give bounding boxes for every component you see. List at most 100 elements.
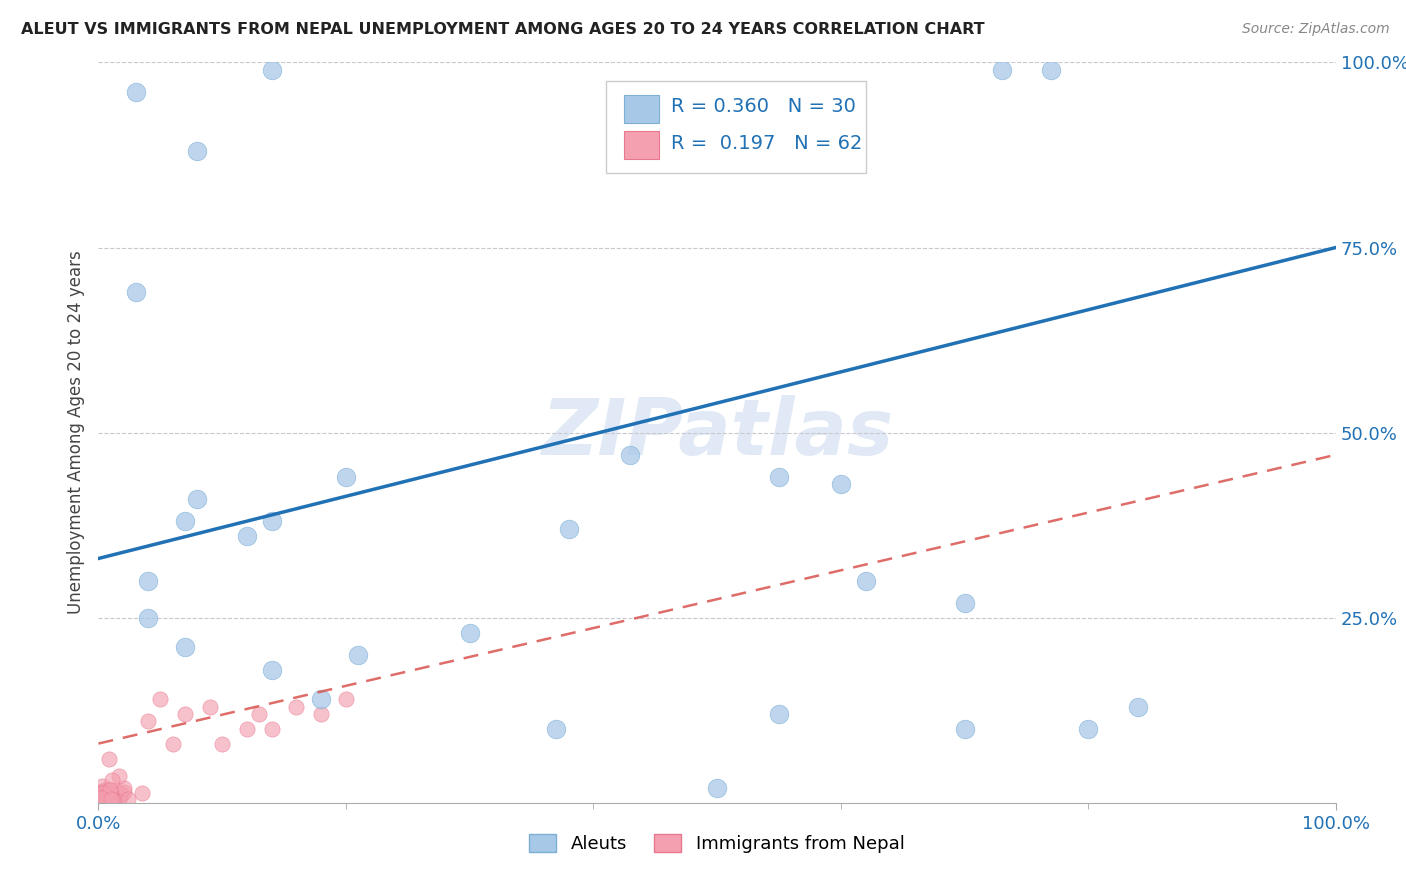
Point	[335, 470, 357, 484]
Point	[260, 515, 283, 529]
Point	[98, 785, 121, 799]
Point	[619, 448, 641, 462]
Point	[93, 792, 115, 806]
Point	[186, 145, 208, 159]
Point	[93, 793, 115, 807]
Point	[285, 699, 308, 714]
Point	[186, 492, 208, 507]
Point	[97, 793, 120, 807]
Point	[335, 692, 357, 706]
Point	[1126, 699, 1149, 714]
Point	[100, 792, 122, 806]
Point	[97, 793, 120, 807]
Point	[98, 786, 121, 800]
Point	[105, 783, 128, 797]
Point	[211, 737, 233, 751]
Point	[107, 789, 129, 803]
Point	[546, 722, 568, 736]
Point	[149, 692, 172, 706]
Point	[855, 574, 877, 588]
Point	[91, 784, 114, 798]
Point	[96, 795, 118, 809]
Point	[91, 795, 114, 809]
Point	[91, 779, 114, 793]
Point	[100, 795, 122, 809]
Point	[93, 793, 115, 807]
Point	[557, 522, 579, 536]
Point	[94, 795, 117, 809]
Point	[91, 790, 114, 805]
Point	[260, 663, 283, 677]
Point	[93, 787, 115, 801]
Point	[101, 793, 124, 807]
Point	[108, 787, 131, 801]
Point	[91, 786, 114, 800]
Text: Source: ZipAtlas.com: Source: ZipAtlas.com	[1241, 22, 1389, 37]
Legend: Aleuts, Immigrants from Nepal: Aleuts, Immigrants from Nepal	[522, 827, 912, 861]
Point	[100, 786, 122, 800]
Point	[174, 640, 197, 655]
FancyBboxPatch shape	[624, 95, 659, 123]
Point	[236, 529, 259, 543]
Point	[131, 786, 153, 800]
Point	[174, 515, 197, 529]
Point	[112, 781, 135, 796]
Point	[110, 787, 132, 801]
Point	[260, 62, 283, 77]
Point	[96, 794, 118, 808]
Text: ZIPatlas: ZIPatlas	[541, 394, 893, 471]
Point	[260, 722, 283, 736]
Point	[174, 706, 197, 721]
Point	[97, 789, 120, 804]
Point	[236, 722, 259, 736]
Point	[124, 285, 146, 299]
Y-axis label: Unemployment Among Ages 20 to 24 years: Unemployment Among Ages 20 to 24 years	[66, 251, 84, 615]
Point	[101, 773, 124, 788]
Point	[97, 794, 120, 808]
Point	[458, 625, 481, 640]
Point	[96, 789, 118, 804]
Point	[93, 793, 115, 807]
Point	[98, 783, 121, 797]
Point	[90, 791, 112, 805]
Point	[93, 792, 115, 806]
Point	[98, 752, 121, 766]
Point	[309, 692, 332, 706]
Point	[1040, 62, 1063, 77]
Point	[990, 62, 1012, 77]
Text: R = 0.360   N = 30: R = 0.360 N = 30	[671, 97, 856, 116]
Point	[89, 785, 111, 799]
Point	[136, 574, 159, 588]
Point	[953, 596, 976, 610]
Point	[97, 782, 120, 797]
Point	[768, 706, 790, 721]
Point	[107, 769, 129, 783]
Point	[162, 737, 184, 751]
Point	[953, 722, 976, 736]
Text: R =  0.197   N = 62: R = 0.197 N = 62	[671, 135, 863, 153]
Point	[198, 699, 221, 714]
Point	[112, 785, 135, 799]
FancyBboxPatch shape	[606, 81, 866, 173]
Point	[101, 793, 124, 807]
Point	[107, 793, 129, 807]
Point	[1077, 722, 1099, 736]
Point	[706, 780, 728, 795]
Point	[117, 791, 139, 805]
Point	[247, 706, 270, 721]
Point	[96, 792, 118, 806]
Point	[89, 786, 111, 800]
Point	[91, 795, 114, 809]
Point	[100, 787, 122, 801]
Point	[91, 789, 114, 803]
Point	[136, 714, 159, 729]
Point	[309, 706, 332, 721]
FancyBboxPatch shape	[624, 130, 659, 159]
Point	[93, 788, 115, 802]
Point	[93, 795, 115, 809]
Text: ALEUT VS IMMIGRANTS FROM NEPAL UNEMPLOYMENT AMONG AGES 20 TO 24 YEARS CORRELATIO: ALEUT VS IMMIGRANTS FROM NEPAL UNEMPLOYM…	[21, 22, 984, 37]
Point	[347, 648, 370, 662]
Point	[136, 610, 159, 624]
Point	[89, 789, 111, 804]
Point	[124, 85, 146, 99]
